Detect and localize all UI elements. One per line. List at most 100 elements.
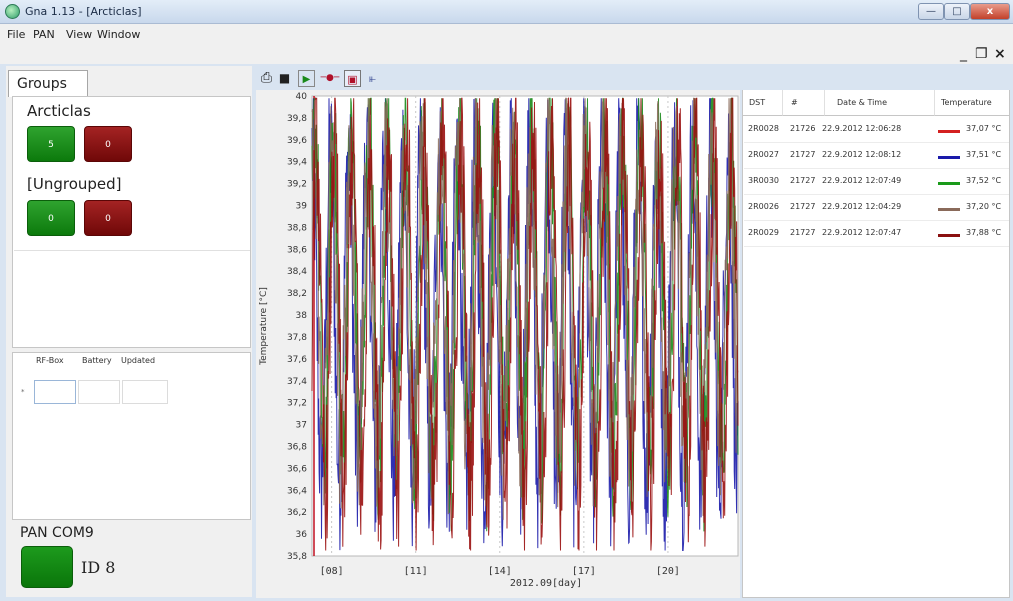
grid-header-rfbox[interactable]: RF-Box (36, 356, 64, 365)
group-offline-button[interactable]: 0 (84, 126, 132, 162)
chart-settings-icon[interactable]: ⫦ (369, 71, 376, 85)
grid-new-row-marker: * (21, 388, 25, 396)
cell-temperature: 37,20 °C (966, 202, 1002, 211)
mdi-restore-button[interactable]: ❐ (975, 46, 988, 62)
cell-datetime: 22.9.2012 12:07:49 (822, 176, 902, 185)
y-tick-label: 36,8 (287, 442, 307, 452)
menu-view[interactable]: View (66, 28, 93, 41)
row-divider (744, 220, 1009, 221)
pan-id: ID 8 (81, 558, 116, 577)
chart-toolbar: ⎙ ■ ▶ ─●─ ▣ ⫦ (256, 66, 740, 90)
readings-table (742, 90, 1010, 598)
cell-number: 21727 (790, 150, 816, 159)
cell-number: 21727 (790, 228, 816, 237)
y-tick-label: 37,6 (287, 355, 307, 365)
y-tick-label: 38,4 (287, 267, 307, 277)
minimize-button[interactable]: — (918, 3, 944, 20)
close-button[interactable]: x (970, 3, 1010, 20)
cell-number: 21727 (790, 202, 816, 211)
x-tick-label: [14] (488, 566, 512, 577)
grid-cell[interactable] (78, 380, 120, 404)
y-tick-label: 38,2 (287, 289, 307, 299)
menu-pan[interactable]: PAN (33, 28, 55, 41)
cell-temperature: 37,51 °C (966, 150, 1002, 159)
app-icon (5, 4, 20, 19)
grid-header-updated[interactable]: Updated (121, 356, 156, 365)
cell-number: 21727 (790, 176, 816, 185)
y-tick-label: 39,4 (287, 158, 307, 168)
group-online-button[interactable]: 0 (27, 200, 75, 236)
y-tick-label: 37 (296, 421, 307, 431)
column-header-number[interactable]: # (783, 90, 825, 116)
y-tick-label: 36,2 (287, 508, 307, 518)
y-tick-label: 35,8 (287, 552, 307, 562)
play-icon[interactable]: ▶ (298, 70, 315, 87)
series-line (311, 96, 739, 551)
temperature-chart[interactable]: 40 39,8 39,6 39,4 39,2 39 38,8 38,6 38,4 38,2 38 37… (256, 90, 740, 598)
y-tick-label: 37,2 (287, 399, 307, 409)
x-axis-label: 2012.09[day] (510, 578, 582, 589)
pan-status-button[interactable] (21, 546, 73, 588)
y-tick-label: 39,8 (287, 114, 307, 124)
cell-dst: 2R0027 (748, 150, 780, 159)
grid-cell[interactable] (122, 380, 168, 404)
y-tick-label: 36 (296, 530, 308, 540)
print-icon[interactable]: ⎙ (260, 70, 273, 86)
y-tick-label: 36,4 (287, 486, 307, 496)
series-color-swatch (938, 234, 960, 237)
cell-dst: 2R0028 (748, 124, 780, 133)
cell-datetime: 22.9.2012 12:04:29 (822, 202, 902, 211)
tab-groups[interactable]: Groups (8, 70, 88, 97)
y-tick-label: 40 (296, 92, 308, 102)
save-icon[interactable]: ■ (278, 71, 291, 85)
y-tick-label: 36,6 (287, 464, 307, 474)
column-header-datetime[interactable]: Date & Time (825, 90, 935, 116)
column-header-temperature[interactable]: Temperature (935, 90, 1009, 116)
series-color-swatch (938, 156, 960, 159)
maximize-button[interactable]: □ (944, 3, 970, 20)
y-tick-label: 39,2 (287, 180, 307, 190)
cell-dst: 2R0026 (748, 202, 780, 211)
series-color-swatch (938, 130, 960, 133)
series-color-swatch (938, 208, 960, 211)
cell-dst: 3R0030 (748, 176, 780, 185)
x-tick-label: [08] (320, 566, 344, 577)
cell-number: 21726 (790, 124, 816, 133)
group-title: Arcticlas (27, 102, 91, 120)
row-divider (744, 168, 1009, 169)
y-tick-label: 37,4 (287, 377, 307, 387)
y-tick-label: 39 (296, 202, 308, 212)
row-divider (744, 194, 1009, 195)
y-axis-label: Temperature [°C] (259, 287, 269, 366)
title-bar: Gna 1.13 - [Arcticlas] — □ x (0, 0, 1013, 24)
x-tick-label: [17] (572, 566, 596, 577)
mdi-minimize-button[interactable]: _ (960, 46, 967, 62)
grid-cell[interactable] (34, 380, 76, 404)
window-title: Gna 1.13 - [Arcticlas] (25, 5, 142, 18)
rfbox-grid (12, 352, 251, 520)
row-divider (744, 142, 1009, 143)
y-tick-label: 38,8 (287, 223, 307, 233)
cell-temperature: 37,52 °C (966, 176, 1002, 185)
cell-temperature: 37,88 °C (966, 228, 1002, 237)
group-offline-button[interactable]: 0 (84, 200, 132, 236)
marker-icon[interactable]: ─●─ (320, 73, 340, 83)
menu-file[interactable]: File (7, 28, 26, 41)
menu-window[interactable]: Window (97, 28, 141, 41)
x-tick-label: [11] (404, 566, 428, 577)
row-divider (744, 246, 1009, 247)
y-tick-label: 38 (296, 311, 308, 321)
group-title: [Ungrouped] (27, 175, 122, 193)
y-tick-label: 37,8 (287, 333, 307, 343)
x-tick-label: [20] (656, 566, 680, 577)
grid-header-battery[interactable]: Battery (82, 356, 112, 365)
column-header-dst[interactable]: DST (743, 90, 783, 116)
cell-datetime: 22.9.2012 12:07:47 (822, 228, 902, 237)
cell-dst: 2R0029 (748, 228, 780, 237)
zoom-icon[interactable]: ▣ (344, 70, 361, 87)
y-tick-label: 38,6 (287, 245, 307, 255)
mdi-close-button[interactable]: × (994, 46, 1006, 62)
cell-temperature: 37,07 °C (966, 124, 1002, 133)
group-online-button[interactable]: 5 (27, 126, 75, 162)
cell-datetime: 22.9.2012 12:08:12 (822, 150, 902, 159)
